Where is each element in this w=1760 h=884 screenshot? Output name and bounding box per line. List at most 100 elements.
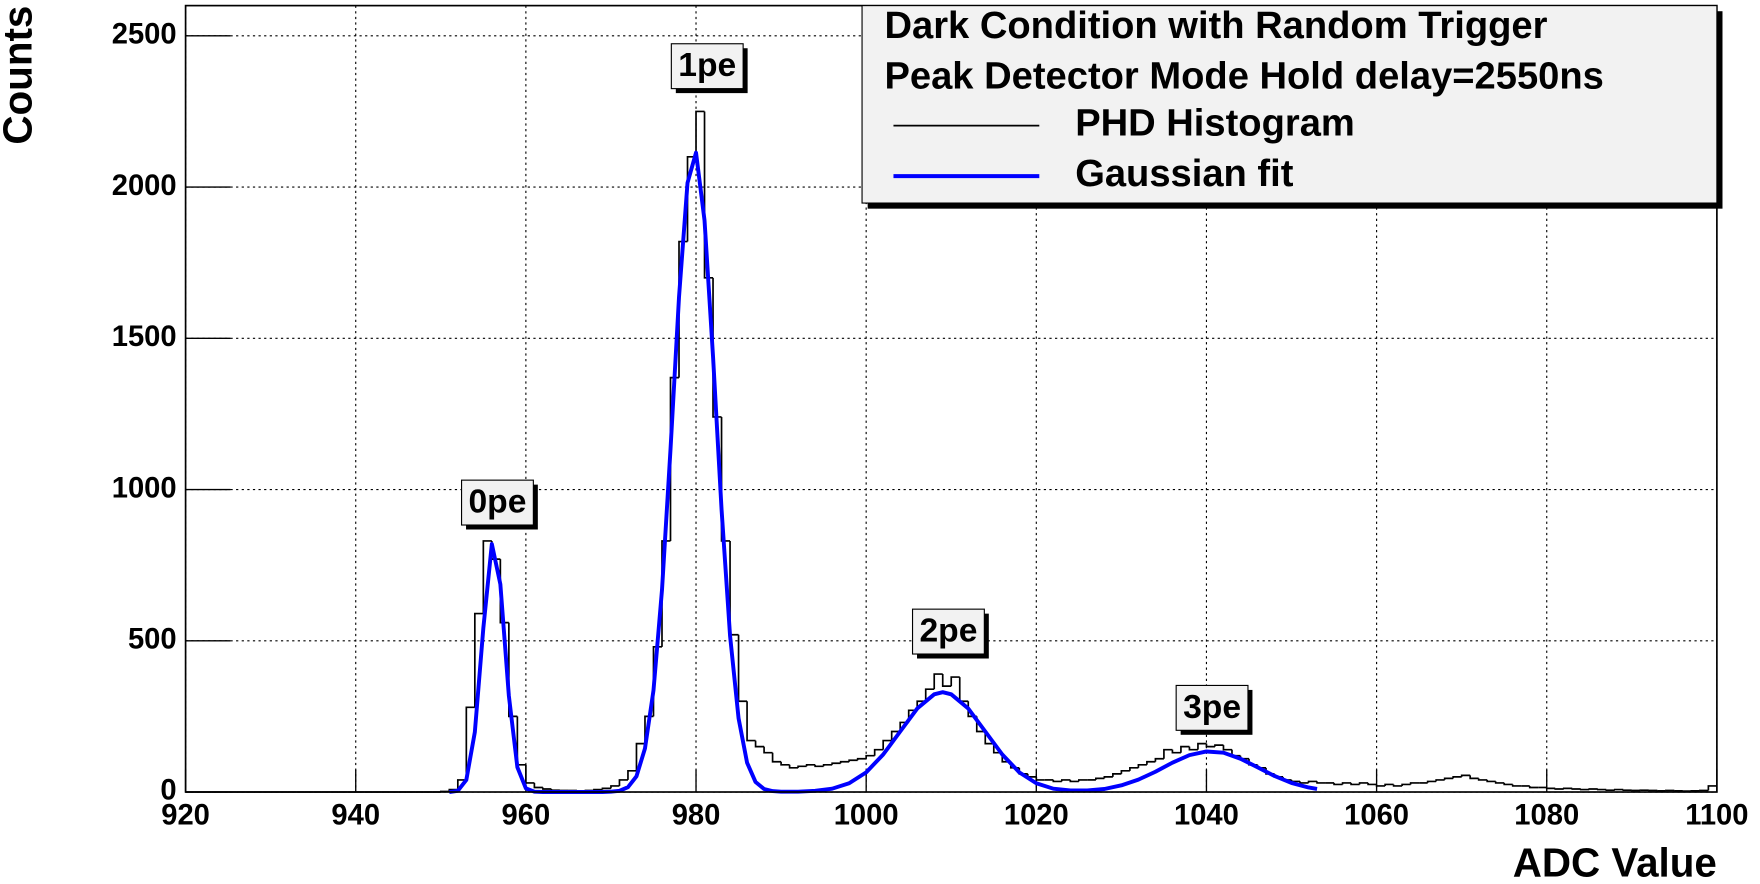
histogram-bin xyxy=(1596,788,1607,791)
x-tick-label: 920 xyxy=(161,799,210,831)
histogram-bin xyxy=(720,416,731,542)
histogram-bin xyxy=(984,731,994,745)
histogram-bin xyxy=(1460,774,1471,777)
histogram-bin xyxy=(533,782,543,789)
y-tick-label: 0 xyxy=(160,775,176,807)
histogram-bin xyxy=(856,757,867,761)
histogram-bin xyxy=(618,779,628,786)
histogram-bin xyxy=(1214,744,1224,747)
histogram-bin xyxy=(1350,782,1360,786)
histogram-bin xyxy=(1035,776,1045,781)
legend-label: Gaussian fit xyxy=(1075,152,1294,195)
legend-title: Peak Detector Mode Hold delay=2550ns xyxy=(884,55,1603,98)
histogram-bin xyxy=(1222,745,1232,751)
histogram-bin xyxy=(1443,777,1454,780)
histogram-bin xyxy=(1528,785,1539,789)
histogram-bin xyxy=(627,769,637,780)
legend-label: PHD Histogram xyxy=(1075,102,1355,145)
legend-box xyxy=(861,5,1718,204)
histogram-bin xyxy=(1299,781,1309,784)
annotation: 2pe xyxy=(919,613,977,650)
histogram-bin xyxy=(848,759,858,762)
x-axis-label: ADC Value xyxy=(1513,840,1717,884)
histogram-bin xyxy=(814,764,824,768)
histogram-bin xyxy=(1069,779,1079,783)
x-tick-label: 1000 xyxy=(834,799,899,831)
histogram-bin xyxy=(610,785,620,789)
legend-title: Dark Condition with Random Trigger xyxy=(884,4,1547,47)
histogram-bin xyxy=(1375,784,1386,787)
y-tick-label: 2000 xyxy=(112,170,177,202)
histogram-bin xyxy=(882,739,892,750)
histogram-bin xyxy=(1571,788,1581,790)
histogram-bin xyxy=(754,740,765,748)
histogram-bin xyxy=(1060,779,1071,782)
histogram-bin xyxy=(1333,782,1343,786)
histogram-bin xyxy=(1154,757,1164,762)
x-tick-label: 960 xyxy=(502,799,551,831)
histogram-bin xyxy=(601,787,611,790)
y-axis-label: Counts xyxy=(0,6,40,145)
histogram-bin xyxy=(473,612,484,708)
histogram-bin xyxy=(1579,788,1590,791)
histogram-bin xyxy=(1171,749,1181,754)
histogram-bin xyxy=(1146,760,1156,765)
histogram-bin xyxy=(465,706,475,780)
histogram-bin xyxy=(1588,788,1598,790)
histogram-bin xyxy=(1707,785,1717,791)
histogram-bin xyxy=(865,754,875,759)
histogram-bin xyxy=(1163,748,1173,759)
y-tick-label: 1000 xyxy=(112,472,177,504)
histogram-bin xyxy=(695,110,705,157)
histogram-bin xyxy=(839,760,850,764)
histogram-bin xyxy=(712,277,722,418)
histogram-bin xyxy=(1188,746,1198,751)
histogram-bin xyxy=(950,676,960,687)
histogram-bin xyxy=(1545,787,1556,790)
histogram-bin xyxy=(1205,743,1215,748)
histogram-bin xyxy=(797,765,807,768)
annotation-box xyxy=(911,608,985,655)
histogram-bin xyxy=(1112,773,1122,777)
histogram-bin xyxy=(1409,782,1420,785)
histogram-bin xyxy=(763,746,773,754)
histogram-bin xyxy=(1503,782,1513,786)
annotation: 1pe xyxy=(678,47,736,84)
histogram-bin xyxy=(822,763,833,767)
annotation-box xyxy=(460,479,534,526)
histogram-bin xyxy=(1562,787,1573,790)
x-tick-label: 980 xyxy=(672,799,721,831)
histogram-bin xyxy=(771,752,782,763)
histogram-bin xyxy=(1426,780,1437,783)
x-tick-label: 1100 xyxy=(1685,799,1748,831)
histogram-bin xyxy=(1401,783,1411,786)
histogram-bin xyxy=(1554,788,1564,790)
histogram-bin xyxy=(1197,742,1207,750)
histogram-bin xyxy=(1358,782,1369,785)
histogram-bin xyxy=(1494,781,1505,784)
histogram-bin xyxy=(1129,766,1139,771)
histogram-bin xyxy=(1469,775,1479,780)
histogram-bin xyxy=(746,701,756,742)
annotation: 3pe xyxy=(1183,689,1241,726)
histogram-bin xyxy=(1095,777,1105,780)
histogram-bin xyxy=(1622,789,1632,792)
histogram-bin xyxy=(1103,776,1113,779)
histogram-bin xyxy=(941,674,952,687)
x-tick-label: 1080 xyxy=(1514,799,1579,831)
histogram-bin xyxy=(924,688,935,702)
histogram-bin xyxy=(1477,778,1488,781)
annotation-box xyxy=(1175,684,1249,731)
histogram-bin xyxy=(525,764,535,784)
histogram-bin xyxy=(933,673,943,690)
histogram-bin xyxy=(890,730,901,741)
x-tick-label: 1020 xyxy=(1004,799,1069,831)
histogram-bin xyxy=(1307,780,1318,783)
histogram-bin xyxy=(1605,789,1615,792)
histogram-bin xyxy=(1613,788,1624,791)
histogram-bin xyxy=(542,787,552,790)
histogram-bin xyxy=(873,748,884,756)
x-tick-label: 1060 xyxy=(1344,799,1409,831)
histogram-bin xyxy=(482,540,492,614)
